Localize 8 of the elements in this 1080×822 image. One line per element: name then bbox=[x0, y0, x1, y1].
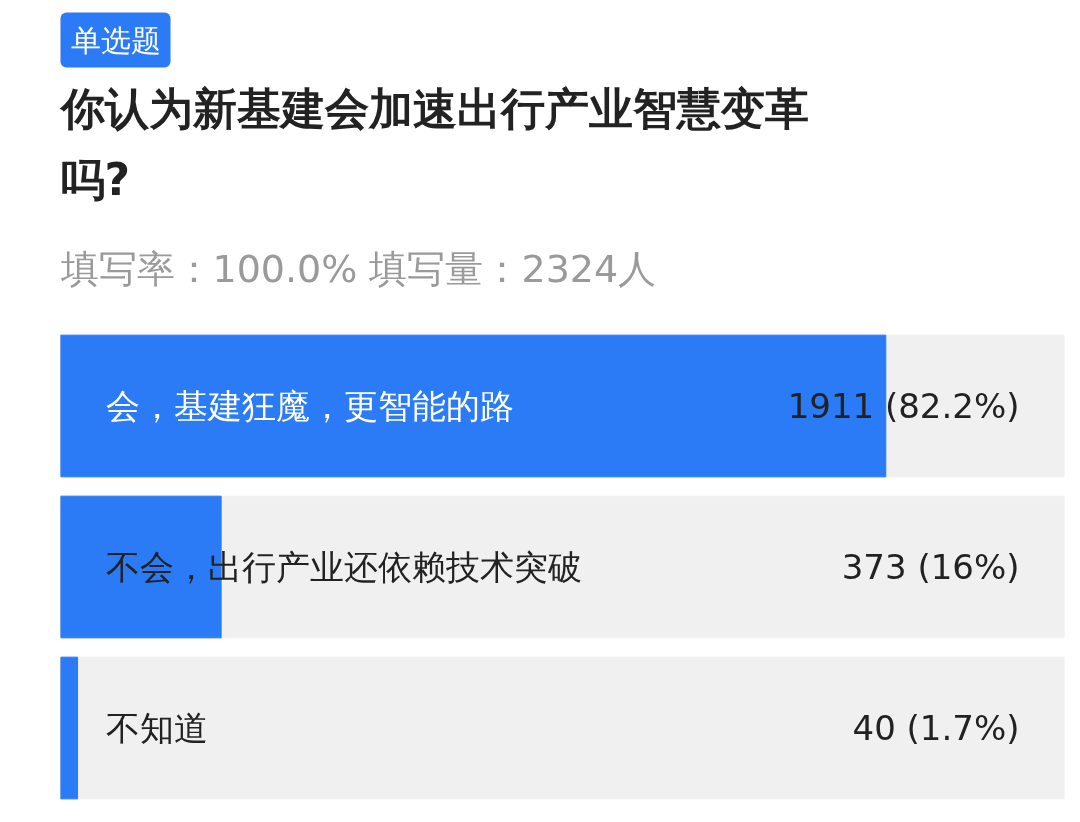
data-label: 373 (16%) bbox=[841, 547, 1020, 587]
chart-subtitle: 填写率：100.0% 填写量：2324人 bbox=[59, 246, 657, 291]
text: 单选题 bbox=[70, 22, 161, 58]
data-label: 40 (1.7%) bbox=[852, 708, 1020, 748]
data-label: 1911 (82.2%) bbox=[787, 386, 1020, 426]
chart-title: 你认为新基建会加速出行产业智慧变革吗? bbox=[58, 83, 809, 206]
y-tick-label: 会，基建狂魔，更智能的路 bbox=[105, 386, 514, 426]
y-tick-label: 不知道 bbox=[105, 708, 208, 748]
